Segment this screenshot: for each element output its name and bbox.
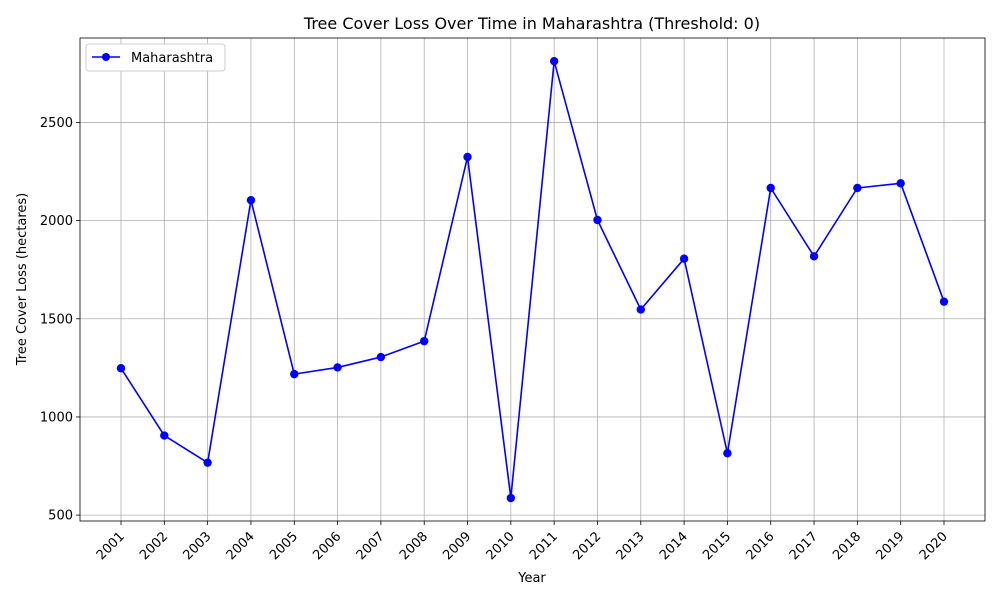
series-layer	[116, 56, 949, 503]
axes	[79, 37, 986, 522]
data-point	[160, 431, 169, 440]
series-line	[120, 60, 945, 499]
y-axis-ticks: 500 1000 1500 2000 2500	[40, 116, 80, 524]
data-point	[723, 449, 732, 458]
legend-marker-swatch	[102, 53, 110, 61]
data-point	[636, 305, 645, 314]
y-axis-title: Tree Cover Loss (hectares)	[15, 193, 30, 367]
data-point	[116, 364, 126, 373]
data-point	[290, 369, 299, 379]
data-point	[766, 183, 775, 193]
data-point	[463, 152, 472, 162]
data-point	[853, 183, 862, 193]
x-axis-title: Year	[517, 571, 546, 586]
data-point	[809, 252, 819, 261]
data-point	[896, 179, 905, 188]
data-point	[939, 297, 949, 306]
legend-box	[85, 43, 226, 72]
data-point	[203, 458, 212, 467]
data-point	[420, 336, 429, 346]
y-tick-label: 1000	[40, 410, 73, 425]
data-point	[549, 56, 559, 66]
y-tick-label: 500	[48, 509, 73, 524]
data-point	[376, 352, 386, 362]
data-point	[246, 195, 256, 205]
y-tick-label: 2500	[40, 116, 73, 131]
data-point	[506, 493, 516, 503]
chart-title: Tree Cover Loss Over Time in Maharashtra…	[303, 14, 760, 33]
y-tick-label: 2000	[40, 214, 73, 229]
grid	[80, 38, 985, 521]
legend-label: Maharashtra	[131, 51, 213, 66]
data-point	[593, 215, 602, 225]
data-point	[679, 254, 689, 263]
legend: Maharashtra	[85, 43, 226, 72]
plot-frame	[79, 37, 986, 522]
y-tick-label: 1500	[40, 312, 73, 327]
data-point	[333, 363, 342, 372]
